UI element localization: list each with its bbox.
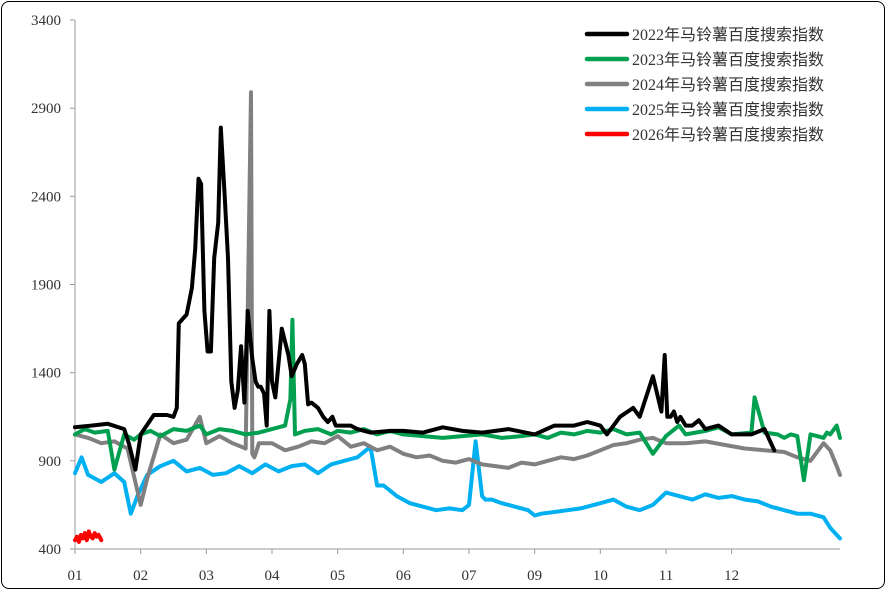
y-tick-label: 1900: [31, 278, 61, 294]
axes: 400 900 1400 1900 2400 2900 3400 01 02 03 04 05 06 07…: [31, 13, 840, 584]
y-tick-label: 900: [39, 454, 62, 470]
x-tick-label: 09: [527, 568, 542, 584]
series-line-2026: [73, 529, 104, 544]
x-tick-label: 02: [133, 568, 148, 584]
x-tick-label: 12: [724, 568, 739, 584]
series-line-2022: [73, 125, 777, 472]
legend: 2022年马铃薯百度搜索指数 2023年马铃薯百度搜索指数 2024年马铃薯百度搜索…: [584, 26, 824, 144]
legend-label-2024: 2024年马铃薯百度搜索指数: [632, 76, 824, 94]
x-tick-label: 11: [659, 568, 673, 584]
legend-label-2023: 2023年马铃薯百度搜索指数: [632, 51, 824, 69]
x-tick-label: 06: [396, 568, 412, 584]
series-line-2023: [73, 317, 842, 483]
x-tick-label: 05: [330, 568, 345, 584]
y-tick-label: 1400: [31, 366, 61, 382]
series-layer: [73, 90, 842, 544]
y-tick-label: 2900: [31, 101, 61, 117]
x-tick-label: 04: [264, 568, 280, 584]
y-tick-label: 2400: [31, 189, 61, 205]
legend-label-2022: 2022年马铃薯百度搜索指数: [632, 26, 824, 44]
x-tick-label: 01: [68, 568, 83, 584]
x-tick-label: 07: [461, 568, 477, 584]
legend-label-2026: 2026年马铃薯百度搜索指数: [632, 126, 824, 144]
x-tick-label: 03: [199, 568, 214, 584]
x-tick-label: 10: [593, 568, 608, 584]
series-line-2025: [73, 439, 842, 541]
legend-label-2025: 2025年马铃薯百度搜索指数: [632, 101, 824, 119]
y-tick-label: 3400: [31, 13, 61, 29]
y-tick-label: 400: [39, 542, 62, 558]
